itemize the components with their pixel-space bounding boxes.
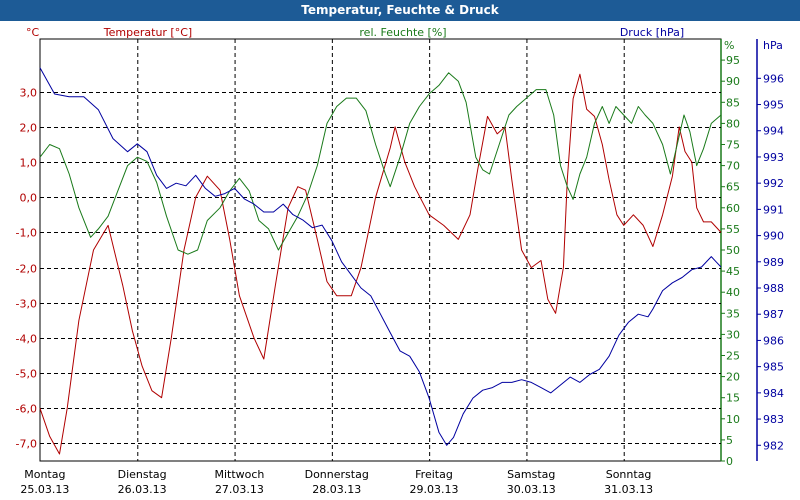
chart-canvas: °C Temperatur [°C] rel. Feuchte [%] Druc…	[16, 26, 784, 496]
humidity-tick-label: 45	[726, 265, 740, 278]
window-title: Temperatur, Feuchte & Druck	[0, 0, 800, 21]
pressure-tick-label: 984	[763, 387, 784, 400]
pressure-tick-label: 996	[763, 72, 784, 85]
pressure-tick-label: 995	[763, 99, 784, 112]
pressure-tick-label: 985	[763, 361, 784, 374]
plot-frame	[39, 38, 758, 462]
temperature-line	[39, 73, 722, 455]
humidity-tick-label: 75	[726, 139, 740, 152]
pressure-tick-label: 983	[763, 413, 784, 426]
temperature-tick-label: 0,0	[20, 192, 38, 205]
humidity-tick-label: 80	[726, 117, 740, 130]
humidity-tick-label: 5	[726, 434, 733, 447]
humidity-tick-label: 95	[726, 54, 740, 67]
temperature-tick-label: -5,0	[16, 368, 37, 381]
humidity-tick-label: 65	[726, 181, 740, 194]
pressure-unit-label: hPa	[763, 39, 783, 52]
temperature-unit-label: °C	[26, 26, 40, 39]
humidity-tick-label: 0	[726, 455, 733, 468]
pressure-line	[39, 67, 722, 446]
pressure-tick-label: 988	[763, 282, 784, 295]
temperature-tick-label: 1,0	[20, 157, 38, 170]
pressure-axis-title: Druck [hPa]	[620, 26, 684, 39]
pressure-tick-label: 992	[763, 177, 784, 190]
temperature-tick-label: -6,0	[16, 403, 37, 416]
date-tick-label: 28.03.13	[312, 483, 361, 496]
day-tick-label: Freitag	[415, 468, 453, 481]
date-ticks: Montag 25.03.13 Dienstag 26.03.13 Mittwoch 27…	[20, 468, 653, 496]
humidity-tick-label: 35	[726, 307, 740, 320]
temperature-axis-title: Temperatur [°C]	[103, 26, 192, 39]
temperature-tick-label: 3,0	[20, 87, 38, 100]
temperature-tick-label: -7,0	[16, 438, 37, 451]
pressure-tick-label: 989	[763, 256, 784, 269]
humidity-tick-label: 70	[726, 160, 740, 173]
date-tick-label: 29.03.13	[410, 483, 459, 496]
date-tick-label: 26.03.13	[118, 483, 167, 496]
temperature-tick-label: -4,0	[16, 333, 37, 346]
humidity-tick-label: 40	[726, 286, 740, 299]
temperature-tick-label: -2,0	[16, 263, 37, 276]
date-tick-label: 25.03.13	[20, 483, 69, 496]
temperature-tick-label: -1,0	[16, 227, 37, 240]
pressure-tick-label: 990	[763, 230, 784, 243]
humidity-unit-label: %	[724, 39, 734, 52]
humidity-tick-label: 10	[726, 413, 740, 426]
day-tick-label: Samstag	[507, 468, 555, 481]
humidity-tick-label: 90	[726, 75, 740, 88]
day-tick-label: Mittwoch	[214, 468, 264, 481]
day-tick-label: Sonntag	[606, 468, 652, 481]
pressure-tick-label: 994	[763, 125, 784, 138]
date-tick-label: 31.03.13	[604, 483, 653, 496]
pressure-tick-label: 982	[763, 439, 784, 452]
date-tick-label: 27.03.13	[215, 483, 264, 496]
humidity-tick-label: 60	[726, 202, 740, 215]
temperature-tick-label: 2,0	[20, 122, 38, 135]
humidity-tick-label: 85	[726, 96, 740, 109]
temperature-tick-label: -3,0	[16, 298, 37, 311]
humidity-line	[39, 72, 722, 255]
plot-area	[39, 38, 722, 462]
pressure-ticks: 996 995 994 993 992 991 990 989 988 987 986 985 984 9…	[757, 72, 784, 452]
humidity-tick-label: 15	[726, 392, 740, 405]
date-tick-label: 30.03.13	[507, 483, 556, 496]
pressure-tick-label: 993	[763, 151, 784, 164]
chart-grid	[40, 39, 721, 461]
temperature-ticks: 3,0 2,0 1,0 0,0 -1,0 -2,0 -3,0 -4,0 -5,0 -6,0 -7,0	[16, 87, 37, 451]
pressure-tick-label: 987	[763, 308, 784, 321]
humidity-tick-label: 50	[726, 244, 740, 257]
humidity-tick-label: 55	[726, 223, 740, 236]
pressure-tick-label: 991	[763, 203, 784, 216]
humidity-tick-label: 20	[726, 371, 740, 384]
pressure-tick-label: 986	[763, 334, 784, 347]
humidity-tick-label: 30	[726, 328, 740, 341]
humidity-axis-title: rel. Feuchte [%]	[359, 26, 446, 39]
day-tick-label: Donnerstag	[305, 468, 369, 481]
day-tick-label: Dienstag	[118, 468, 167, 481]
humidity-tick-label: 25	[726, 350, 740, 363]
day-tick-label: Montag	[24, 468, 65, 481]
series-lines	[39, 67, 722, 455]
